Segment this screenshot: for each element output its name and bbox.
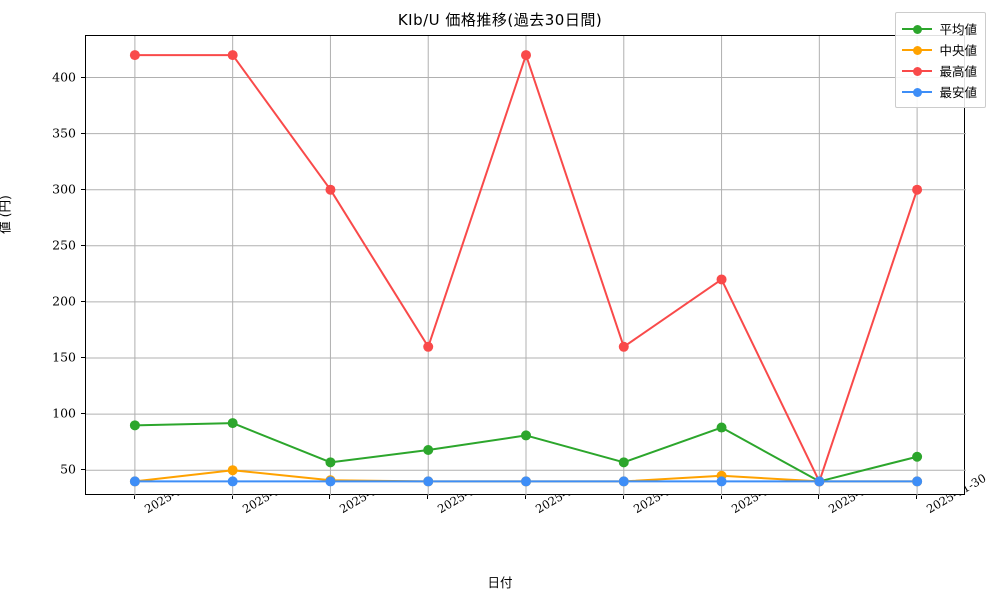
- y-tick-mark: [81, 300, 85, 302]
- data-point: [227, 476, 238, 487]
- data-point: [423, 476, 434, 487]
- legend-marker-icon: [902, 85, 933, 99]
- data-point: [716, 476, 727, 487]
- legend-label: 中央値: [939, 43, 977, 58]
- legend-marker-icon: [902, 64, 933, 78]
- x-tick-label: 2025-11-22: [142, 471, 206, 516]
- data-point: [912, 184, 923, 195]
- x-tick-label: 2025-11-25: [435, 471, 499, 516]
- y-tick-mark: [81, 469, 85, 471]
- x-tick-label: 2025-11-26: [533, 471, 597, 516]
- data-point: [716, 274, 727, 285]
- data-point: [521, 50, 531, 61]
- y-tick-label: 250: [52, 237, 76, 253]
- x-tick-label: 2025-11-23: [240, 471, 304, 516]
- y-tick-label: 350: [52, 125, 76, 141]
- data-point: [618, 341, 629, 352]
- legend-item-最安値[interactable]: 最安値: [902, 81, 977, 102]
- x-axis-label: 日付: [487, 575, 513, 590]
- x-tick-mark: [818, 495, 820, 499]
- legend-marker-icon: [902, 43, 933, 57]
- y-tick-mark: [81, 76, 85, 78]
- data-point: [423, 341, 434, 352]
- y-tick-label: 200: [52, 293, 76, 309]
- data-point: [325, 184, 336, 195]
- legend-item-最高値[interactable]: 最高値: [902, 60, 977, 81]
- x-tick-mark: [525, 495, 526, 499]
- x-tick-mark: [916, 495, 918, 499]
- x-tick-mark: [427, 495, 429, 499]
- data-point: [325, 457, 336, 468]
- y-tick-label: 150: [52, 349, 76, 365]
- y-tick-label: 400: [52, 69, 76, 84]
- y-tick-mark: [81, 188, 85, 190]
- y-tick-label: 100: [52, 405, 76, 421]
- data-point: [618, 476, 629, 487]
- data-point: [423, 445, 434, 455]
- x-tick-label: 2025-11-28: [729, 471, 793, 516]
- y-tick-label: 300: [52, 181, 76, 197]
- y-tick-mark: [81, 413, 85, 415]
- x-tick-label: 2025-11-27: [631, 471, 695, 516]
- chart-legend: 平均値中央値最高値最安値: [895, 12, 986, 108]
- data-point: [129, 50, 140, 61]
- data-point: [618, 457, 629, 468]
- y-axis-label: 値 (円): [0, 195, 13, 234]
- x-tick-label: 2025-11-29: [826, 471, 890, 516]
- data-point: [521, 430, 531, 441]
- data-point: [129, 476, 140, 487]
- data-point: [227, 465, 238, 476]
- data-series-layer: [129, 50, 923, 487]
- series-line-最高値: [133, 54, 919, 483]
- legend-label: 最安値: [939, 85, 977, 100]
- legend-label: 平均値: [939, 22, 977, 37]
- y-tick-mark: [81, 244, 85, 246]
- data-point: [227, 50, 238, 61]
- legend-item-平均値[interactable]: 平均値: [902, 18, 977, 39]
- legend-item-中央値[interactable]: 中央値: [902, 39, 977, 60]
- y-tick-mark: [81, 357, 85, 358]
- x-tick-mark: [133, 495, 135, 499]
- data-point: [129, 420, 140, 431]
- legend-marker-icon: [902, 22, 933, 36]
- x-tick-mark: [720, 495, 722, 499]
- y-tick-mark: [81, 132, 85, 134]
- y-tick-label: 50: [60, 461, 76, 477]
- data-point: [814, 476, 825, 487]
- x-tick-label: 2025-11-24: [337, 471, 401, 516]
- legend-label: 最高値: [939, 64, 977, 79]
- x-tick-label: 2025-11-30: [924, 471, 988, 516]
- plot-area: [85, 35, 966, 496]
- data-point: [325, 476, 336, 487]
- data-point: [912, 451, 923, 462]
- data-point: [227, 418, 238, 429]
- x-tick-mark: [622, 495, 624, 499]
- data-point: [912, 476, 923, 487]
- data-point: [521, 476, 531, 487]
- x-tick-mark: [231, 495, 233, 499]
- x-tick-mark: [329, 495, 331, 499]
- data-point: [716, 422, 727, 433]
- chart-title: KIb/U 価格推移(過去30日間): [397, 11, 603, 29]
